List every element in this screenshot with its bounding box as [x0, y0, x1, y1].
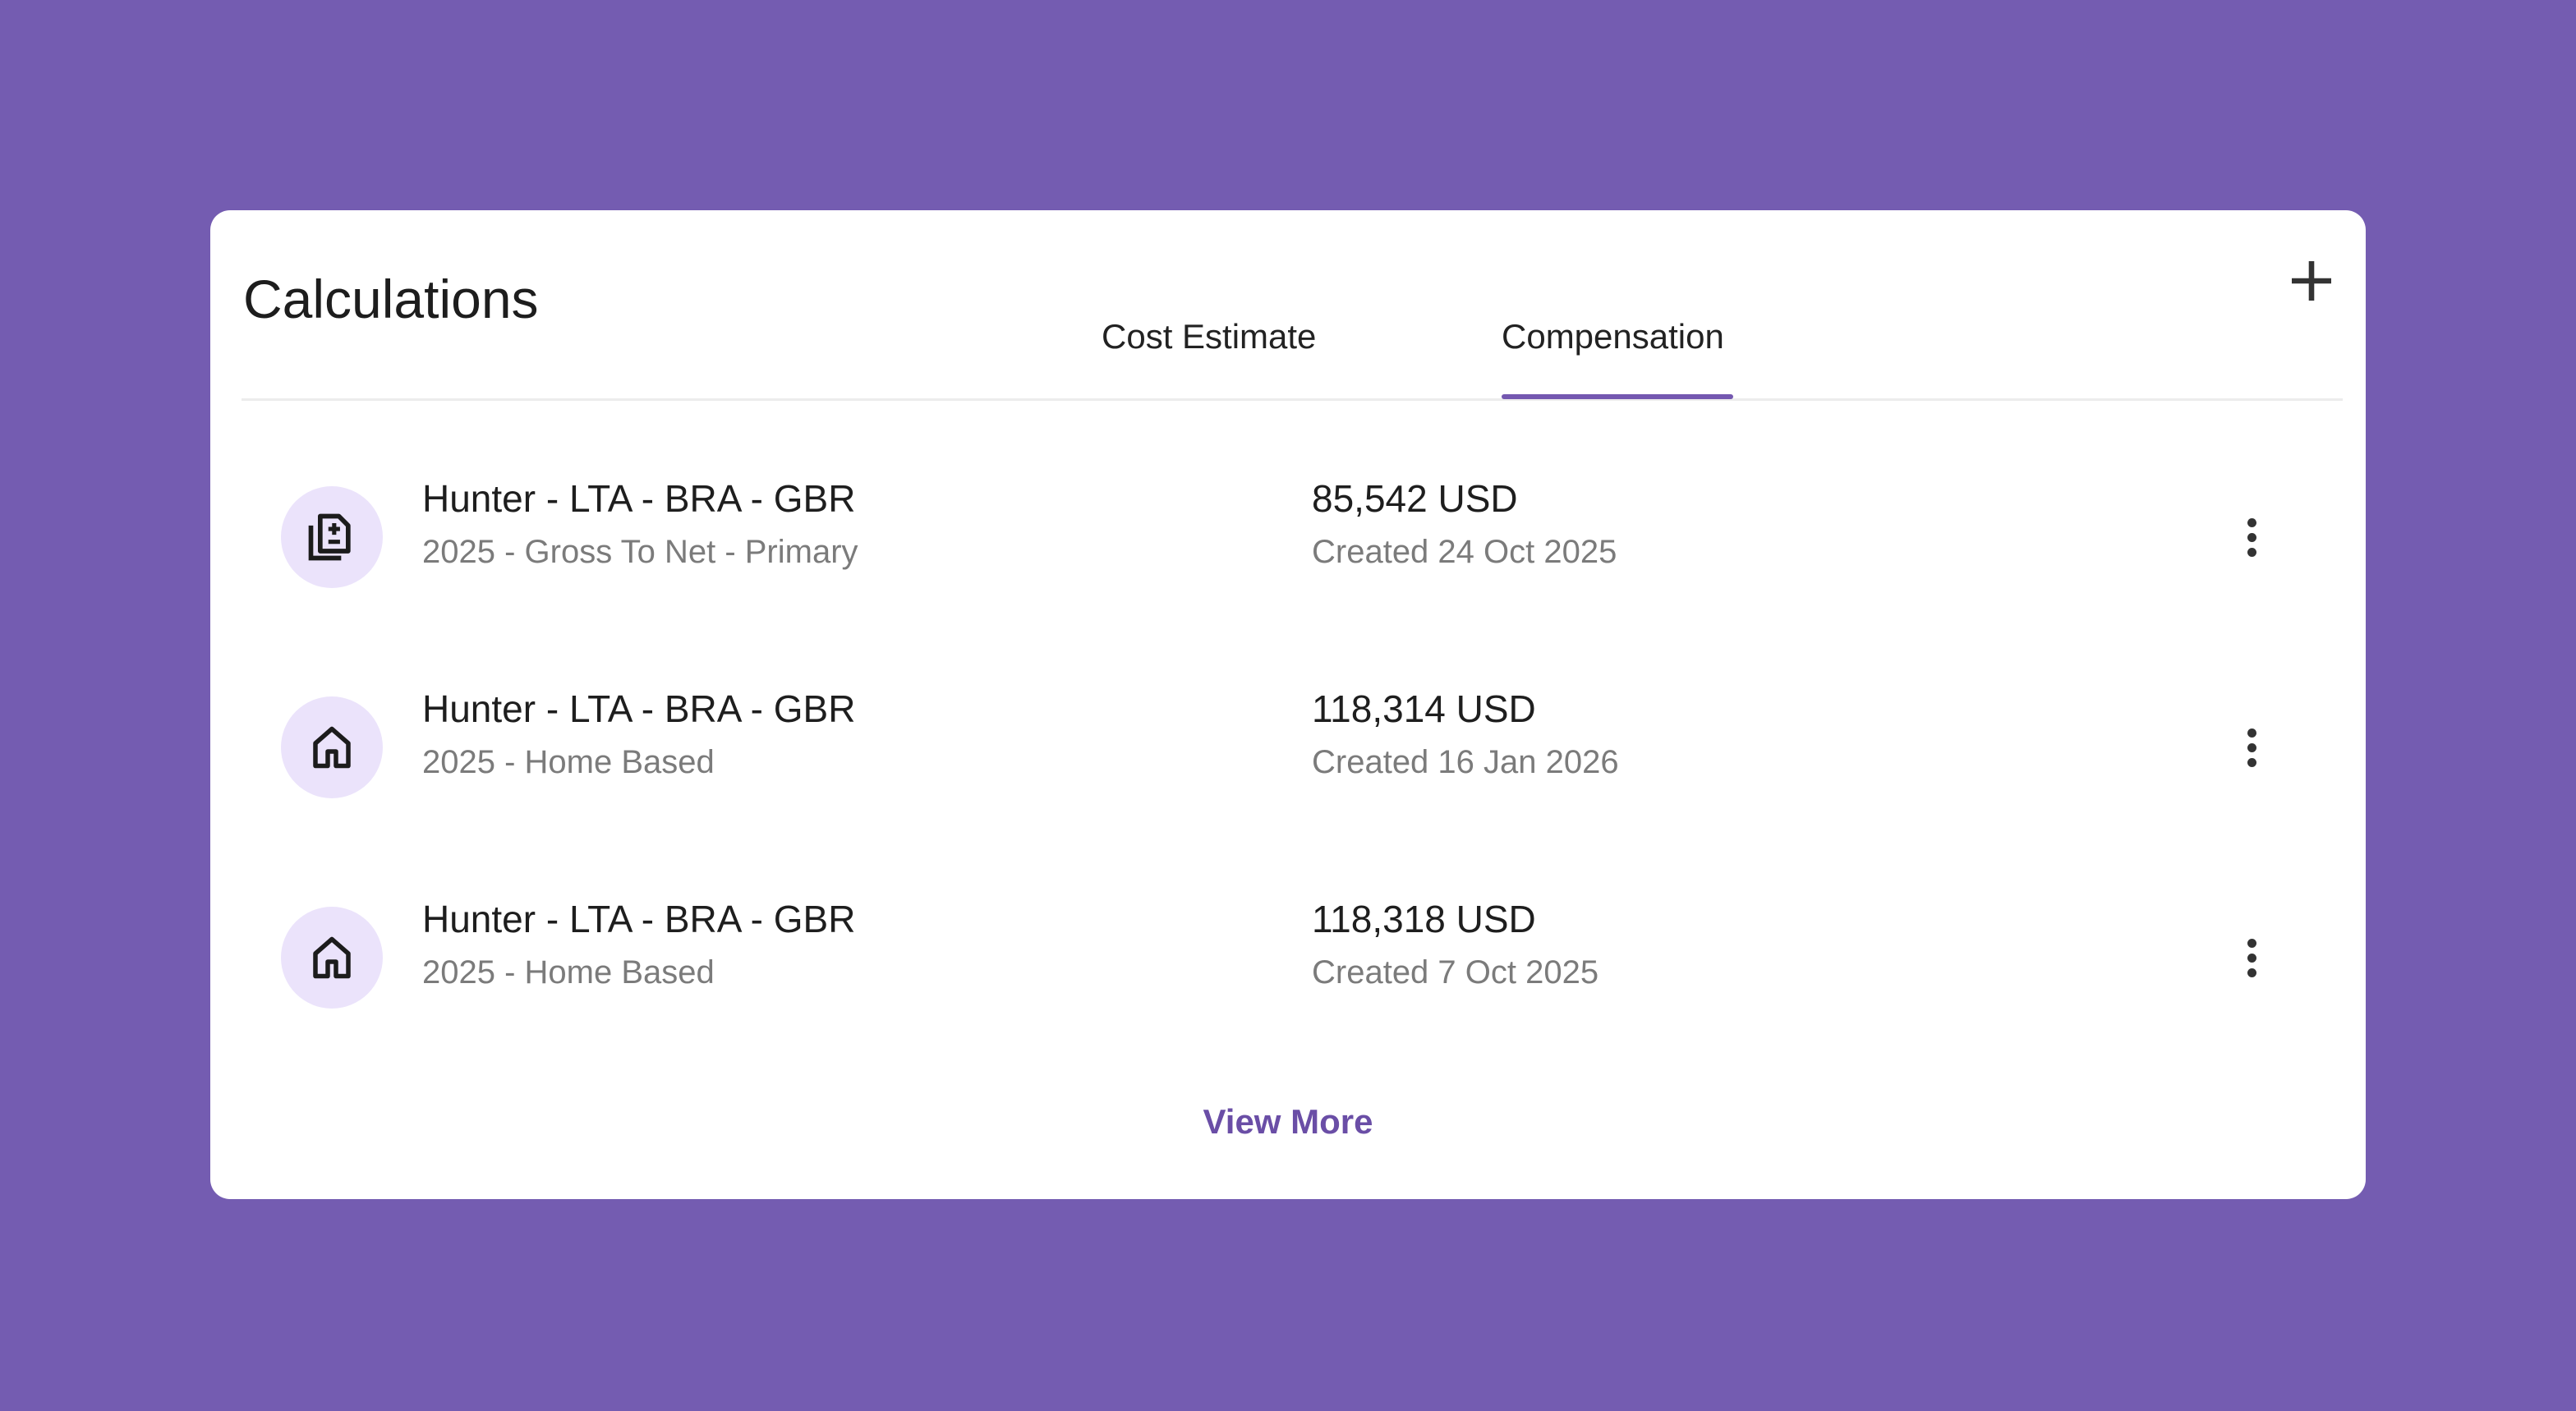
more-options-icon[interactable]	[2231, 715, 2272, 780]
item-name: Hunter - LTA - BRA - GBR	[422, 687, 856, 730]
avatar	[281, 486, 383, 588]
item-subtitle: 2025 - Home Based	[422, 954, 715, 990]
item-name: Hunter - LTA - BRA - GBR	[422, 477, 856, 520]
item-subtitle: 2025 - Home Based	[422, 744, 715, 780]
item-created-date: Created 16 Jan 2026	[1312, 744, 1619, 780]
view-more-button[interactable]: View More	[1203, 1102, 1373, 1141]
list-item[interactable]: Hunter - LTA - BRA - GBR 2025 - Home Bas…	[210, 876, 2366, 1040]
avatar	[281, 907, 383, 1009]
item-amount: 118,318 USD	[1312, 898, 1536, 940]
item-amount: 85,542 USD	[1312, 477, 1518, 520]
tab-compensation[interactable]: Compensation	[1502, 317, 1724, 356]
list-item[interactable]: Hunter - LTA - BRA - GBR 2025 - Home Bas…	[210, 665, 2366, 830]
tabs-divider	[242, 398, 2343, 401]
item-subtitle: 2025 - Gross To Net - Primary	[422, 534, 858, 570]
more-options-icon[interactable]	[2231, 925, 2272, 990]
avatar	[281, 696, 383, 798]
tab-cost-estimate[interactable]: Cost Estimate	[1102, 317, 1317, 356]
calculations-card: Calculations Cost Estimate Compensation …	[210, 210, 2366, 1199]
plus-icon[interactable]	[2282, 251, 2341, 310]
item-created-date: Created 7 Oct 2025	[1312, 954, 1599, 990]
list-item[interactable]: Hunter - LTA - BRA - GBR 2025 - Gross To…	[210, 455, 2366, 619]
active-tab-indicator	[1502, 394, 1733, 399]
home-icon	[313, 936, 351, 979]
item-amount: 118,314 USD	[1312, 687, 1536, 730]
card-title: Calculations	[243, 269, 539, 329]
item-name: Hunter - LTA - BRA - GBR	[422, 898, 856, 940]
home-icon	[313, 726, 351, 769]
more-options-icon[interactable]	[2231, 504, 2272, 570]
calculate-document-icon	[308, 513, 351, 561]
item-created-date: Created 24 Oct 2025	[1312, 534, 1617, 570]
